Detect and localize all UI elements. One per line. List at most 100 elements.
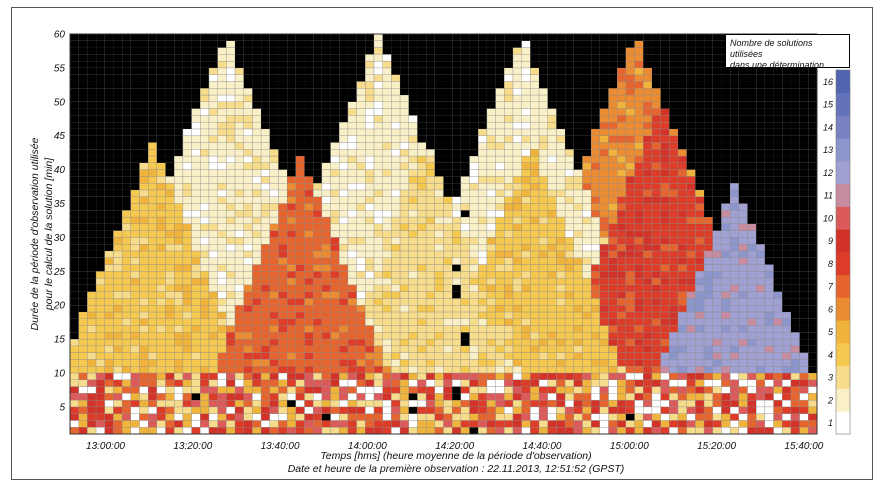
heatmap-cell bbox=[382, 277, 392, 286]
heatmap-cell bbox=[78, 88, 88, 96]
heatmap-cell bbox=[782, 264, 791, 272]
heatmap-cell bbox=[252, 379, 262, 387]
heatmap-cell bbox=[226, 189, 236, 197]
heatmap-cell bbox=[695, 81, 705, 89]
heatmap-cell bbox=[87, 291, 97, 299]
heatmap-cell bbox=[243, 359, 253, 367]
heatmap-cell bbox=[165, 189, 175, 197]
heatmap-cell bbox=[278, 196, 288, 204]
heatmap-cell bbox=[747, 217, 757, 224]
heatmap-cell bbox=[695, 332, 705, 340]
heatmap-cell bbox=[287, 156, 296, 163]
heatmap-cell bbox=[113, 427, 123, 435]
heatmap-cell bbox=[729, 359, 740, 367]
heatmap-cell bbox=[87, 223, 97, 231]
heatmap-cell bbox=[582, 291, 592, 299]
heatmap-cell bbox=[678, 81, 687, 89]
heatmap-cell bbox=[234, 115, 244, 123]
heatmap-cell bbox=[347, 176, 357, 184]
heatmap-cell bbox=[156, 81, 166, 89]
heatmap-cell bbox=[590, 413, 601, 421]
heatmap-cell bbox=[582, 277, 592, 286]
heatmap-cell bbox=[747, 284, 757, 292]
heatmap-cell bbox=[512, 352, 522, 360]
heatmap-cell bbox=[321, 243, 331, 252]
heatmap-cell bbox=[625, 271, 635, 279]
heatmap-cell bbox=[721, 122, 731, 129]
heatmap-cell bbox=[660, 318, 670, 326]
heatmap-cell bbox=[790, 345, 800, 353]
heatmap-cell bbox=[686, 210, 696, 218]
heatmap-cell bbox=[782, 108, 791, 116]
heatmap-cell bbox=[104, 183, 114, 190]
heatmap-cell bbox=[373, 142, 383, 150]
heatmap-cell bbox=[556, 379, 566, 387]
heatmap-cell bbox=[234, 264, 244, 272]
heatmap-cell bbox=[286, 189, 297, 197]
heatmap-cell bbox=[521, 406, 531, 414]
heatmap-cell bbox=[234, 345, 244, 353]
heatmap-cell bbox=[417, 182, 427, 191]
heatmap-cell bbox=[399, 250, 409, 258]
heatmap-cell bbox=[174, 189, 184, 197]
heatmap-cell bbox=[660, 352, 670, 360]
heatmap-cell bbox=[217, 332, 227, 340]
heatmap-cell bbox=[677, 325, 687, 333]
heatmap-cell bbox=[208, 257, 218, 265]
heatmap-cell bbox=[356, 88, 366, 96]
heatmap-cell bbox=[582, 223, 592, 231]
heatmap-cell bbox=[278, 386, 288, 394]
heatmap-cell bbox=[443, 311, 453, 319]
heatmap-cell bbox=[130, 243, 140, 252]
heatmap-cell bbox=[365, 162, 375, 170]
heatmap-cell bbox=[391, 230, 401, 238]
heatmap-cell bbox=[556, 359, 566, 367]
heatmap-cell bbox=[217, 359, 227, 367]
heatmap-cell bbox=[217, 318, 227, 326]
heatmap-cell bbox=[686, 182, 696, 191]
heatmap-cell bbox=[634, 257, 644, 265]
heatmap-cell bbox=[313, 243, 323, 252]
heatmap-cell bbox=[96, 196, 105, 204]
heatmap-cell bbox=[295, 399, 305, 408]
heatmap-cell bbox=[191, 413, 201, 421]
heatmap-cell bbox=[538, 406, 548, 414]
heatmap-cell bbox=[729, 196, 740, 204]
heatmap-cell bbox=[695, 366, 705, 374]
heatmap-cell bbox=[260, 149, 270, 157]
heatmap-cell bbox=[660, 182, 670, 191]
heatmap-cell bbox=[95, 311, 105, 319]
heatmap-cell bbox=[78, 183, 88, 190]
heatmap-cell bbox=[538, 243, 548, 252]
heatmap-cell bbox=[208, 216, 218, 225]
heatmap-cell bbox=[512, 257, 522, 265]
heatmap-cell bbox=[799, 366, 809, 374]
heatmap-cell bbox=[330, 122, 340, 129]
heatmap-cell bbox=[634, 352, 644, 360]
heatmap-cell bbox=[504, 311, 514, 319]
heatmap-cell bbox=[226, 121, 236, 130]
heatmap-cell bbox=[87, 399, 97, 408]
heatmap-cell bbox=[608, 169, 618, 177]
heatmap-cell bbox=[686, 305, 696, 313]
heatmap-cell bbox=[782, 338, 792, 347]
heatmap-cell bbox=[330, 40, 340, 48]
heatmap-cell bbox=[565, 115, 574, 123]
heatmap-cell bbox=[147, 379, 158, 387]
heatmap-cell bbox=[191, 135, 201, 143]
heatmap-cell bbox=[304, 311, 314, 319]
heatmap-cell bbox=[452, 67, 461, 75]
heatmap-cell bbox=[747, 88, 757, 96]
heatmap-cell bbox=[365, 386, 375, 394]
heatmap-cell bbox=[147, 298, 158, 306]
heatmap-cell bbox=[191, 34, 201, 41]
heatmap-cell bbox=[782, 345, 792, 353]
heatmap-cell bbox=[182, 101, 192, 109]
heatmap-cell bbox=[590, 264, 601, 272]
heatmap-cell bbox=[96, 162, 105, 170]
heatmap-cell bbox=[191, 128, 201, 136]
heatmap-cell bbox=[790, 128, 800, 136]
heatmap-cell bbox=[452, 257, 462, 265]
heatmap-cell bbox=[738, 162, 748, 170]
heatmap-cell bbox=[391, 413, 401, 421]
